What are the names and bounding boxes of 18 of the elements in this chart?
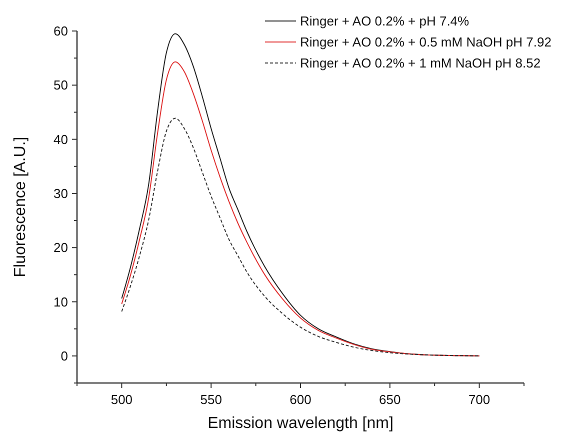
y-tick-label: 30 xyxy=(54,186,68,201)
y-tick-label: 0 xyxy=(60,348,68,364)
y-tick-label: 50 xyxy=(54,78,68,93)
x-tick-label: 550 xyxy=(200,392,222,407)
x-tick-label: 650 xyxy=(379,392,401,407)
y-tick-label: 10 xyxy=(54,294,68,310)
legend-label: Ringer + AO 0.2% + pH 7.4% xyxy=(300,14,470,28)
y-tick-label: 20 xyxy=(54,240,68,256)
y-tick-label: 60 xyxy=(54,24,68,38)
x-tick-label: 500 xyxy=(110,392,133,407)
line-series xyxy=(121,118,480,356)
y-axis-title: Fluorescence [A.U.] xyxy=(12,136,29,278)
x-tick-label: 600 xyxy=(290,392,312,407)
x-tick-label: 700 xyxy=(468,392,490,407)
x-axis-title: Emission wavelength [nm] xyxy=(208,415,394,432)
legend-label: Ringer + AO 0.2% + 1 mM NaOH pH 8.52 xyxy=(300,56,541,70)
y-tick-label: 40 xyxy=(54,132,68,147)
legend-label: Ringer + AO 0.2% + 0.5 mM NaOH pH 7.92 xyxy=(300,34,552,50)
